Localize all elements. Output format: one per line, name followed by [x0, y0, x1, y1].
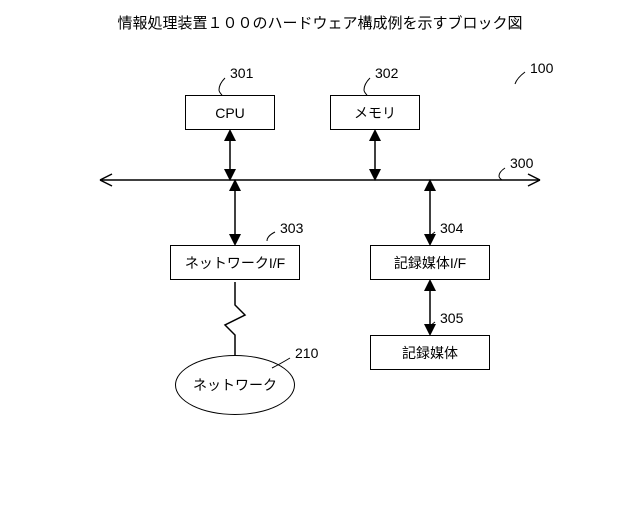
block-network-label: ネットワーク: [193, 375, 277, 395]
block-media-label: 記録媒体: [402, 343, 458, 363]
label-303: 303: [280, 220, 303, 236]
block-mediaif-label: 記録媒体I/F: [394, 253, 466, 273]
label-305: 305: [440, 310, 463, 326]
block-memory: メモリ: [330, 95, 420, 130]
block-netif-label: ネットワークI/F: [185, 253, 285, 273]
block-media: 記録媒体: [370, 335, 490, 370]
diagram-title: 情報処理装置１００のハードウェア構成例を示すブロック図: [0, 12, 640, 33]
label-300: 300: [510, 155, 533, 171]
block-cpu-label: CPU: [215, 105, 245, 121]
block-network: ネットワーク: [175, 355, 295, 415]
diagram-lines: [0, 0, 640, 520]
label-302: 302: [375, 65, 398, 81]
block-netif: ネットワークI/F: [170, 245, 300, 280]
block-memory-label: メモリ: [354, 103, 396, 123]
label-304: 304: [440, 220, 463, 236]
block-cpu: CPU: [185, 95, 275, 130]
block-mediaif: 記録媒体I/F: [370, 245, 490, 280]
label-210: 210: [295, 345, 318, 361]
label-100: 100: [530, 60, 553, 76]
label-301: 301: [230, 65, 253, 81]
